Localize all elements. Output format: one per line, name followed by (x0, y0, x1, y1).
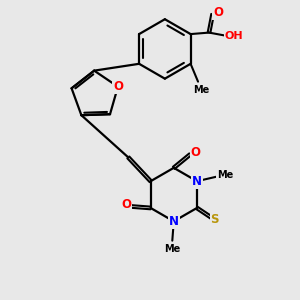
Text: O: O (113, 80, 123, 93)
Text: S: S (211, 213, 219, 226)
Text: Me: Me (194, 85, 210, 95)
Text: O: O (121, 199, 131, 212)
Text: O: O (213, 6, 223, 19)
Text: Me: Me (217, 170, 233, 180)
Text: Me: Me (164, 244, 180, 254)
Text: N: N (169, 215, 179, 228)
Text: N: N (192, 175, 202, 188)
Text: OH: OH (225, 31, 244, 41)
Text: O: O (190, 146, 200, 160)
